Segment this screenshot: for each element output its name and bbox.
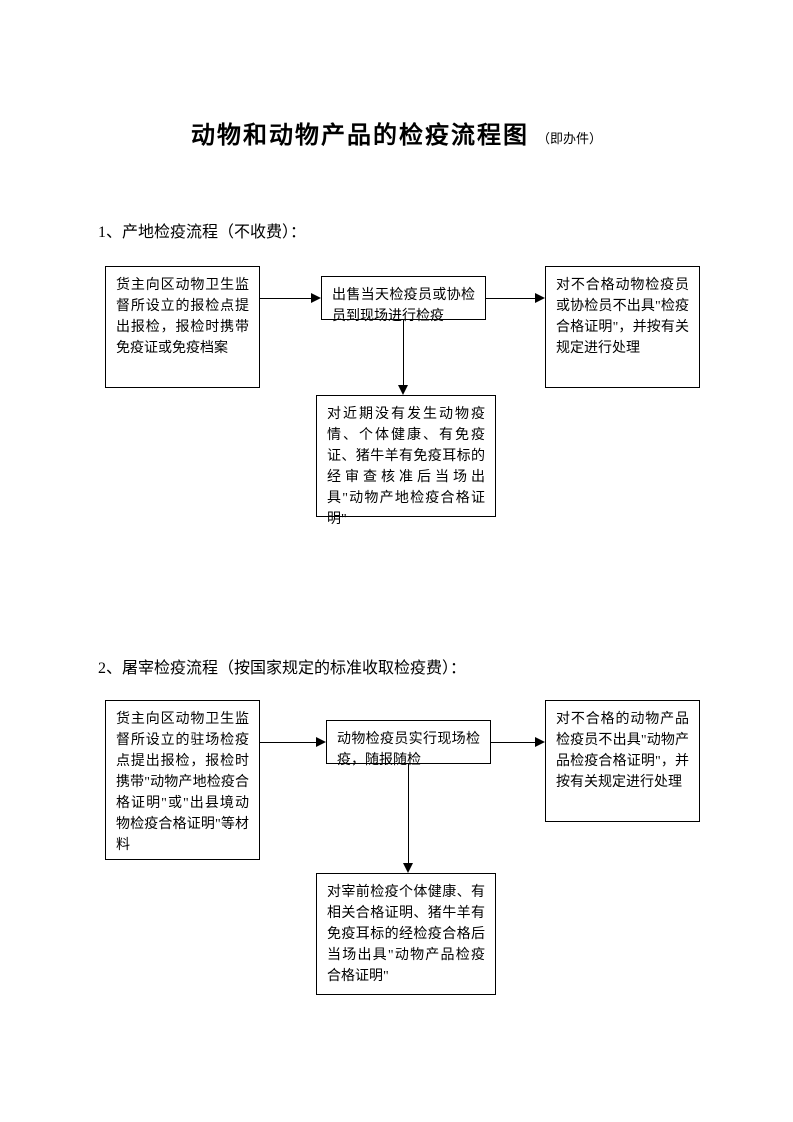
main-title: 动物和动物产品的检疫流程图 <box>191 123 529 149</box>
s2-box-pass: 对宰前检疫个体健康、有相关合格证明、猪牛羊有免疫耳标的经检疫合格后当场出具"动物… <box>316 873 496 995</box>
s1-arrow2-head <box>535 293 545 303</box>
s2-arrow1-line <box>260 742 316 743</box>
section1-heading: 1、产地检疫流程（不收费）： <box>98 218 306 242</box>
s2-arrow2-head <box>535 737 545 747</box>
subtitle: （即办件） <box>537 131 602 146</box>
page-container: 动物和动物产品的检疫流程图 （即办件） 1、产地检疫流程（不收费）： 货主向区动… <box>0 0 793 1122</box>
s1-box-pass: 对近期没有发生动物疫情、个体健康、有免疫证、猪牛羊有免疫耳标的经审查核准后当场出… <box>316 395 496 517</box>
s1-box-inspect: 出售当天检疫员或协检员到现场进行检疫 <box>321 276 486 320</box>
s2-arrow3-line <box>408 764 409 863</box>
section2-heading: 2、屠宰检疫流程（按国家规定的标准收取检疫费）： <box>98 654 466 678</box>
s1-arrow3-line <box>403 320 404 385</box>
s2-arrow3-head <box>403 863 413 873</box>
s2-box-start: 货主向区动物卫生监督所设立的驻场检疫点提出报检，报检时携带"动物产地检疫合格证明… <box>105 700 260 860</box>
s1-box-fail: 对不合格动物检疫员或协检员不出具"检疫合格证明"，并按有关规定进行处理 <box>545 266 700 388</box>
s1-box-start: 货主向区动物卫生监督所设立的报检点提出报检，报检时携带免疫证或免疫档案 <box>105 266 260 388</box>
s2-box-fail: 对不合格的动物产品检疫员不出具"动物产品检疫合格证明"，并按有关规定进行处理 <box>545 700 700 822</box>
s1-arrow1-line <box>260 298 311 299</box>
s1-arrow2-line <box>486 298 535 299</box>
title-row: 动物和动物产品的检疫流程图 （即办件） <box>0 115 793 150</box>
s2-arrow1-head <box>316 737 326 747</box>
s2-box-inspect: 动物检疫员实行现场检疫，随报随检 <box>326 720 491 764</box>
s2-arrow2-line <box>491 742 535 743</box>
s1-arrow1-head <box>311 293 321 303</box>
s1-arrow3-head <box>398 385 408 395</box>
